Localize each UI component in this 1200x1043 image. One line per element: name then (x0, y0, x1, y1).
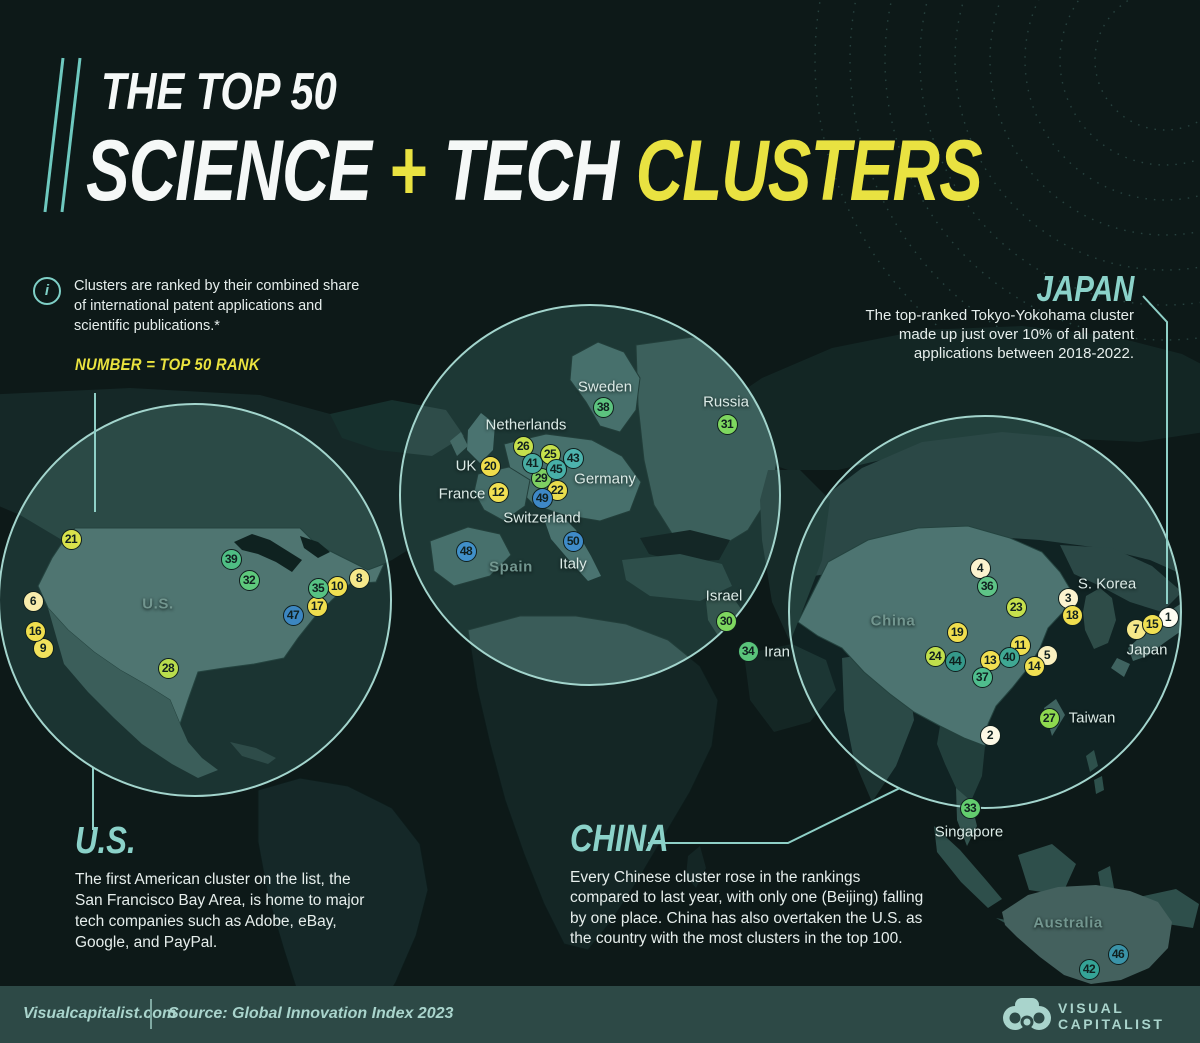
footer-source: Source: Global Innovation Index 2023 (168, 1005, 454, 1022)
footer-bar: Visualcapitalist.com Source: Global Inno… (0, 986, 1200, 1043)
china-callout-text: Every Chinese cluster rose in the rankin… (570, 869, 924, 948)
us-callout-text: The first American cluster on the list, … (75, 871, 365, 951)
europe-zoom-circle-map (400, 305, 780, 685)
title-line1: THE TOP 50 (101, 63, 337, 121)
binoculars-icon (1003, 998, 1051, 1030)
callout-connector-lines (92, 295, 1168, 844)
asia-zoom-circle-map (789, 416, 1181, 808)
footer-divider (150, 999, 152, 1029)
title-science: SCIENCE (86, 123, 372, 219)
title-slash-marks (43, 57, 82, 213)
info-icon: i (33, 277, 61, 305)
visual-capitalist-logo: VISUAL CAPITALIST (1002, 992, 1192, 1038)
us-callout-heading: U.S. (75, 820, 136, 862)
title-plus: + (388, 123, 427, 219)
footer-site-link: Visualcapitalist.com (23, 1005, 177, 1022)
us-zoom-circle-map (0, 404, 391, 796)
japan-callout-text: The top-ranked Tokyo-Yokohama cluster ma… (865, 307, 1134, 363)
zoom-circle-rings (0, 304, 1182, 809)
ranking-note: Clusters are ranked by their combined sh… (74, 278, 360, 334)
japan-callout-heading: JAPAN (1036, 268, 1134, 309)
title-clusters: CLUSTERS (635, 123, 983, 219)
legend-label: NUMBER = TOP 50 RANK (75, 356, 260, 374)
title-tech: TECH (443, 123, 619, 219)
title-line2: SCIENCE + TECH CLUSTERS (86, 122, 983, 221)
logo-text-line1: VISUAL (1058, 1000, 1125, 1016)
china-callout-heading: CHINA (570, 818, 669, 860)
logo-text-line2: CAPITALIST (1058, 1016, 1165, 1032)
